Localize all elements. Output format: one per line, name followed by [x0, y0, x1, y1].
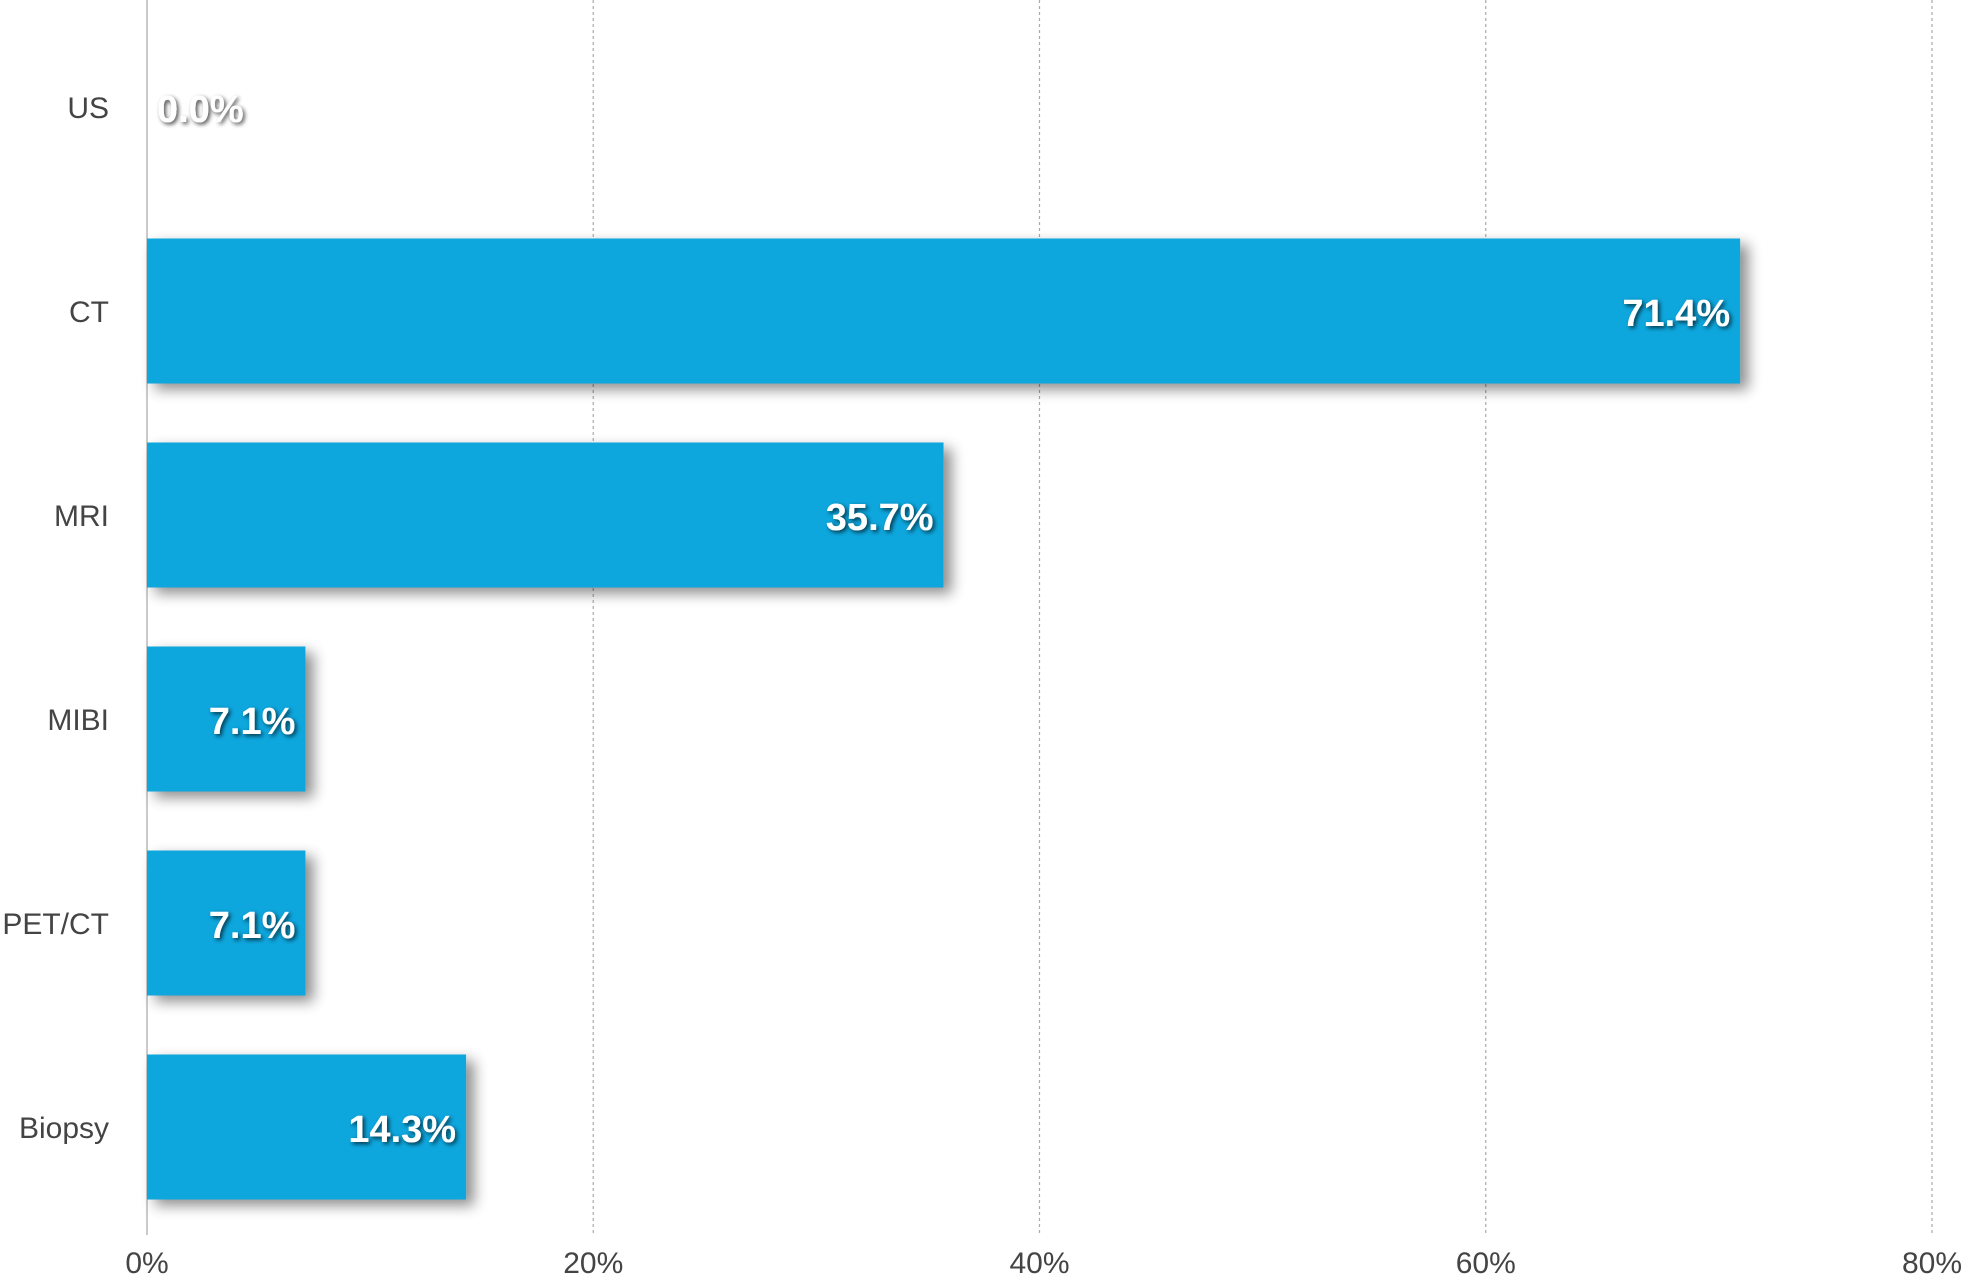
- y-axis-category-labels: US CT MRI MIBI PET/CT Biopsy: [2, 92, 109, 1145]
- bar: [147, 850, 306, 996]
- y-tick-label: PET/CT: [2, 908, 109, 941]
- x-tick-label: 80%: [1902, 1247, 1962, 1280]
- y-tick-label: US: [67, 92, 109, 125]
- bar: [147, 238, 1741, 384]
- y-tick-label: MRI: [54, 500, 109, 533]
- bar: [147, 442, 944, 588]
- x-tick-label: 40%: [1009, 1247, 1069, 1280]
- bar: [147, 1054, 467, 1200]
- x-tick-label: 20%: [563, 1247, 623, 1280]
- x-axis-tick-labels: 0% 20% 40% 60% 80%: [125, 1247, 1962, 1280]
- data-label: 71.4%: [1622, 293, 1730, 335]
- x-tick-label: 0%: [125, 1247, 168, 1280]
- bars: [147, 238, 1741, 1200]
- data-label: 0.0%: [157, 89, 244, 131]
- y-tick-label: MIBI: [47, 704, 109, 737]
- y-tick-label: Biopsy: [19, 1112, 109, 1145]
- x-tick-label: 60%: [1456, 1247, 1516, 1280]
- bar: [147, 646, 306, 792]
- data-label: 14.3%: [348, 1109, 456, 1151]
- data-label: 35.7%: [826, 497, 934, 539]
- data-label: 7.1%: [209, 701, 296, 743]
- data-labels: 0.0% 71.4% 35.7% 7.1% 7.1% 14.3%: [157, 89, 1730, 1151]
- gridlines: [146, 0, 1933, 1235]
- data-label: 7.1%: [209, 905, 296, 947]
- y-tick-label: CT: [69, 296, 109, 329]
